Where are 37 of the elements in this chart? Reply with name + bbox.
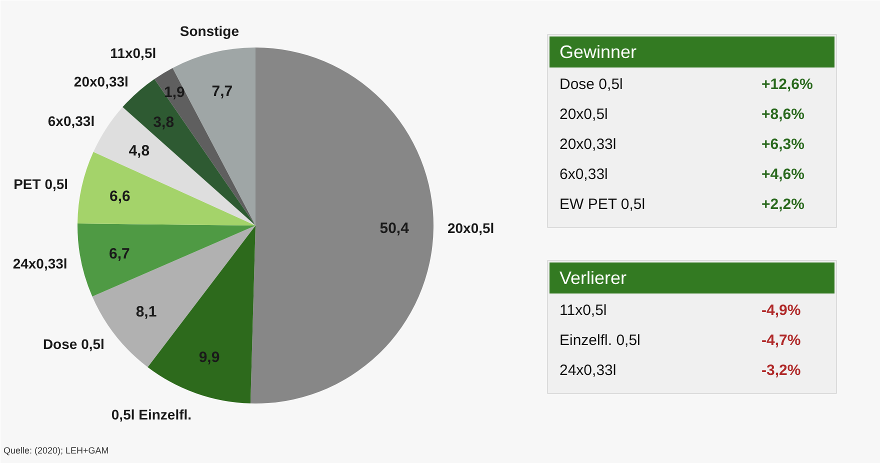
slice-label: 0,5l Einzelfl.: [111, 406, 192, 423]
slice-label: 20x0,5l: [447, 220, 494, 236]
text: -3,2%: [762, 362, 801, 379]
category-label: 20x0,33l: [560, 136, 616, 153]
text: -4,9%: [762, 302, 801, 319]
slice-label: Sonstige: [180, 23, 240, 40]
category-label: 6x0,33l: [560, 166, 608, 183]
data-label: 8,1: [136, 304, 157, 321]
data-label: 1,9: [164, 84, 185, 101]
category-label: 11x0,5l: [560, 302, 607, 319]
category-label: 24x0,33l: [560, 362, 616, 379]
slice-label: Dose 0,5l: [42, 336, 104, 352]
data-label: 3,8: [153, 114, 174, 131]
category-label: 20x0,5l: [560, 106, 608, 123]
slice-label: 11x0,5l: [110, 45, 156, 62]
category-label: Dose 0,5l: [560, 76, 623, 93]
category-label: EW PET 0,5l: [560, 196, 646, 213]
text: +4,6%: [762, 166, 804, 183]
text: +12,6%: [762, 76, 813, 93]
text: Gewinner: [560, 42, 637, 62]
slice-label: 20x0,33l: [74, 74, 128, 90]
data-label: 4,8: [128, 142, 150, 160]
slice-label: 6x0,33l: [48, 112, 95, 129]
source-note: Quelle: (2020); LEH+GAM: [4, 446, 109, 456]
slice-label: 24x0,33l: [12, 256, 68, 272]
data-label: 6,7: [108, 246, 130, 263]
data-label: 50,4: [380, 220, 410, 237]
slice-label: PET 0,5l: [14, 176, 68, 192]
text: +8,6%: [762, 106, 804, 123]
category-label: Einzelfl. 0,5l: [560, 332, 640, 349]
data-label: 6,6: [110, 188, 130, 205]
text: +2,2%: [762, 196, 804, 213]
data-label: 9,9: [198, 348, 220, 366]
text: Verlierer: [560, 268, 627, 288]
text: -4,7%: [762, 332, 801, 349]
data-label: 7,7: [212, 83, 233, 100]
text: +6,3%: [762, 136, 804, 153]
